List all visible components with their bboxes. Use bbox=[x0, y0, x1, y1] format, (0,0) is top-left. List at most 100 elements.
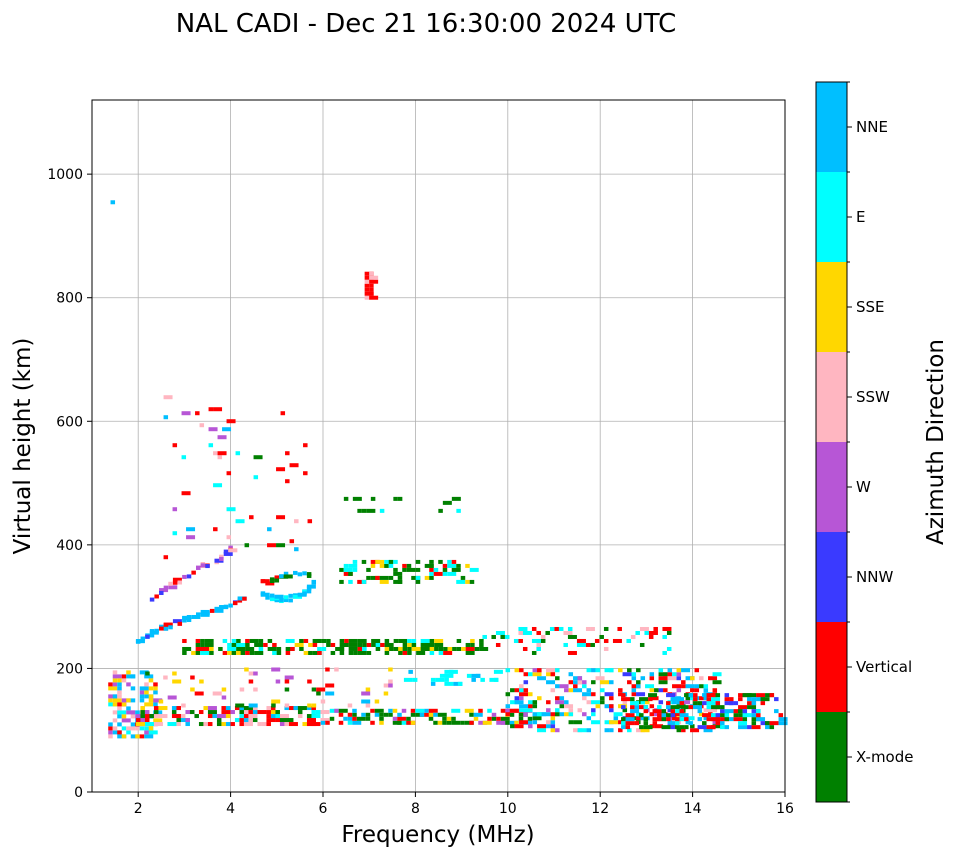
data-point bbox=[649, 712, 655, 717]
data-point bbox=[522, 630, 532, 635]
data-point bbox=[670, 697, 676, 702]
data-point bbox=[555, 728, 560, 733]
data-point bbox=[724, 697, 730, 702]
data-point bbox=[648, 697, 653, 702]
data-point bbox=[140, 714, 145, 719]
data-point bbox=[370, 708, 375, 713]
data-point bbox=[465, 642, 471, 647]
y-tick-label: 200 bbox=[56, 661, 83, 677]
data-point bbox=[121, 714, 127, 719]
data-point bbox=[285, 638, 295, 643]
data-point bbox=[429, 559, 434, 564]
data-point bbox=[447, 646, 453, 651]
data-point bbox=[604, 728, 610, 733]
data-point bbox=[465, 579, 470, 584]
data-point bbox=[163, 675, 168, 680]
data-point bbox=[639, 626, 649, 631]
data-point bbox=[364, 287, 370, 292]
data-point bbox=[697, 709, 703, 714]
data-point bbox=[653, 626, 658, 631]
data-point bbox=[200, 646, 210, 651]
data-point bbox=[203, 706, 208, 711]
data-point bbox=[369, 283, 374, 288]
data-point bbox=[384, 638, 390, 643]
data-point bbox=[527, 716, 533, 721]
data-point bbox=[537, 728, 547, 733]
data-point bbox=[365, 687, 371, 692]
data-point bbox=[356, 716, 366, 721]
data-point bbox=[595, 676, 605, 681]
data-point bbox=[326, 638, 331, 643]
data-point bbox=[121, 726, 127, 731]
data-point bbox=[690, 696, 695, 701]
data-point bbox=[195, 411, 200, 416]
data-point bbox=[550, 724, 556, 729]
data-point bbox=[144, 734, 154, 739]
data-point bbox=[222, 650, 228, 655]
data-point bbox=[564, 704, 574, 709]
data-point bbox=[186, 618, 192, 623]
data-point bbox=[369, 291, 374, 296]
data-point bbox=[774, 697, 779, 702]
data-point bbox=[688, 721, 694, 726]
data-point bbox=[325, 683, 335, 688]
x-tick-label: 6 bbox=[319, 801, 328, 817]
data-point bbox=[424, 575, 430, 580]
data-point bbox=[108, 730, 113, 735]
data-point bbox=[676, 672, 682, 677]
data-point bbox=[528, 704, 533, 709]
data-point bbox=[648, 630, 658, 635]
data-point bbox=[652, 721, 658, 726]
data-point bbox=[679, 717, 685, 722]
data-point bbox=[144, 710, 150, 715]
data-point bbox=[186, 615, 192, 620]
data-point bbox=[433, 567, 439, 572]
data-point bbox=[636, 684, 641, 689]
data-point bbox=[703, 684, 709, 689]
data-point bbox=[528, 692, 533, 697]
data-point bbox=[117, 686, 122, 691]
data-point bbox=[618, 688, 623, 693]
data-point bbox=[537, 696, 542, 701]
data-point bbox=[315, 710, 321, 715]
data-point bbox=[117, 722, 122, 727]
data-point bbox=[274, 575, 280, 580]
plot-frame bbox=[91, 99, 786, 793]
data-point bbox=[649, 672, 655, 677]
data-point bbox=[388, 683, 393, 688]
data-point bbox=[672, 684, 682, 689]
data-point bbox=[559, 712, 565, 717]
data-point bbox=[563, 630, 573, 635]
data-point bbox=[760, 701, 766, 706]
data-point bbox=[703, 728, 713, 733]
data-point bbox=[625, 717, 635, 722]
data-point bbox=[693, 705, 703, 710]
data-point bbox=[765, 725, 770, 730]
data-point bbox=[375, 646, 381, 651]
data-point bbox=[487, 708, 492, 713]
data-point bbox=[379, 579, 389, 584]
data-point bbox=[429, 567, 434, 572]
data-point bbox=[559, 704, 565, 709]
data-point bbox=[760, 697, 770, 702]
data-point bbox=[366, 650, 372, 655]
data-point bbox=[769, 693, 775, 698]
data-point bbox=[361, 579, 367, 584]
data-point bbox=[223, 604, 229, 609]
data-point bbox=[666, 693, 676, 698]
data-point bbox=[289, 539, 295, 544]
data-point bbox=[410, 708, 416, 713]
data-point bbox=[447, 559, 452, 564]
data-point bbox=[221, 695, 227, 700]
data-point bbox=[403, 677, 413, 682]
data-point bbox=[339, 638, 345, 643]
data-point bbox=[573, 684, 578, 689]
data-point bbox=[153, 690, 158, 695]
data-point bbox=[567, 626, 573, 631]
data-point bbox=[172, 671, 177, 676]
data-point bbox=[582, 712, 587, 717]
data-point bbox=[558, 626, 564, 631]
data-point bbox=[495, 642, 501, 647]
data-point bbox=[288, 722, 298, 727]
data-point bbox=[573, 720, 583, 725]
